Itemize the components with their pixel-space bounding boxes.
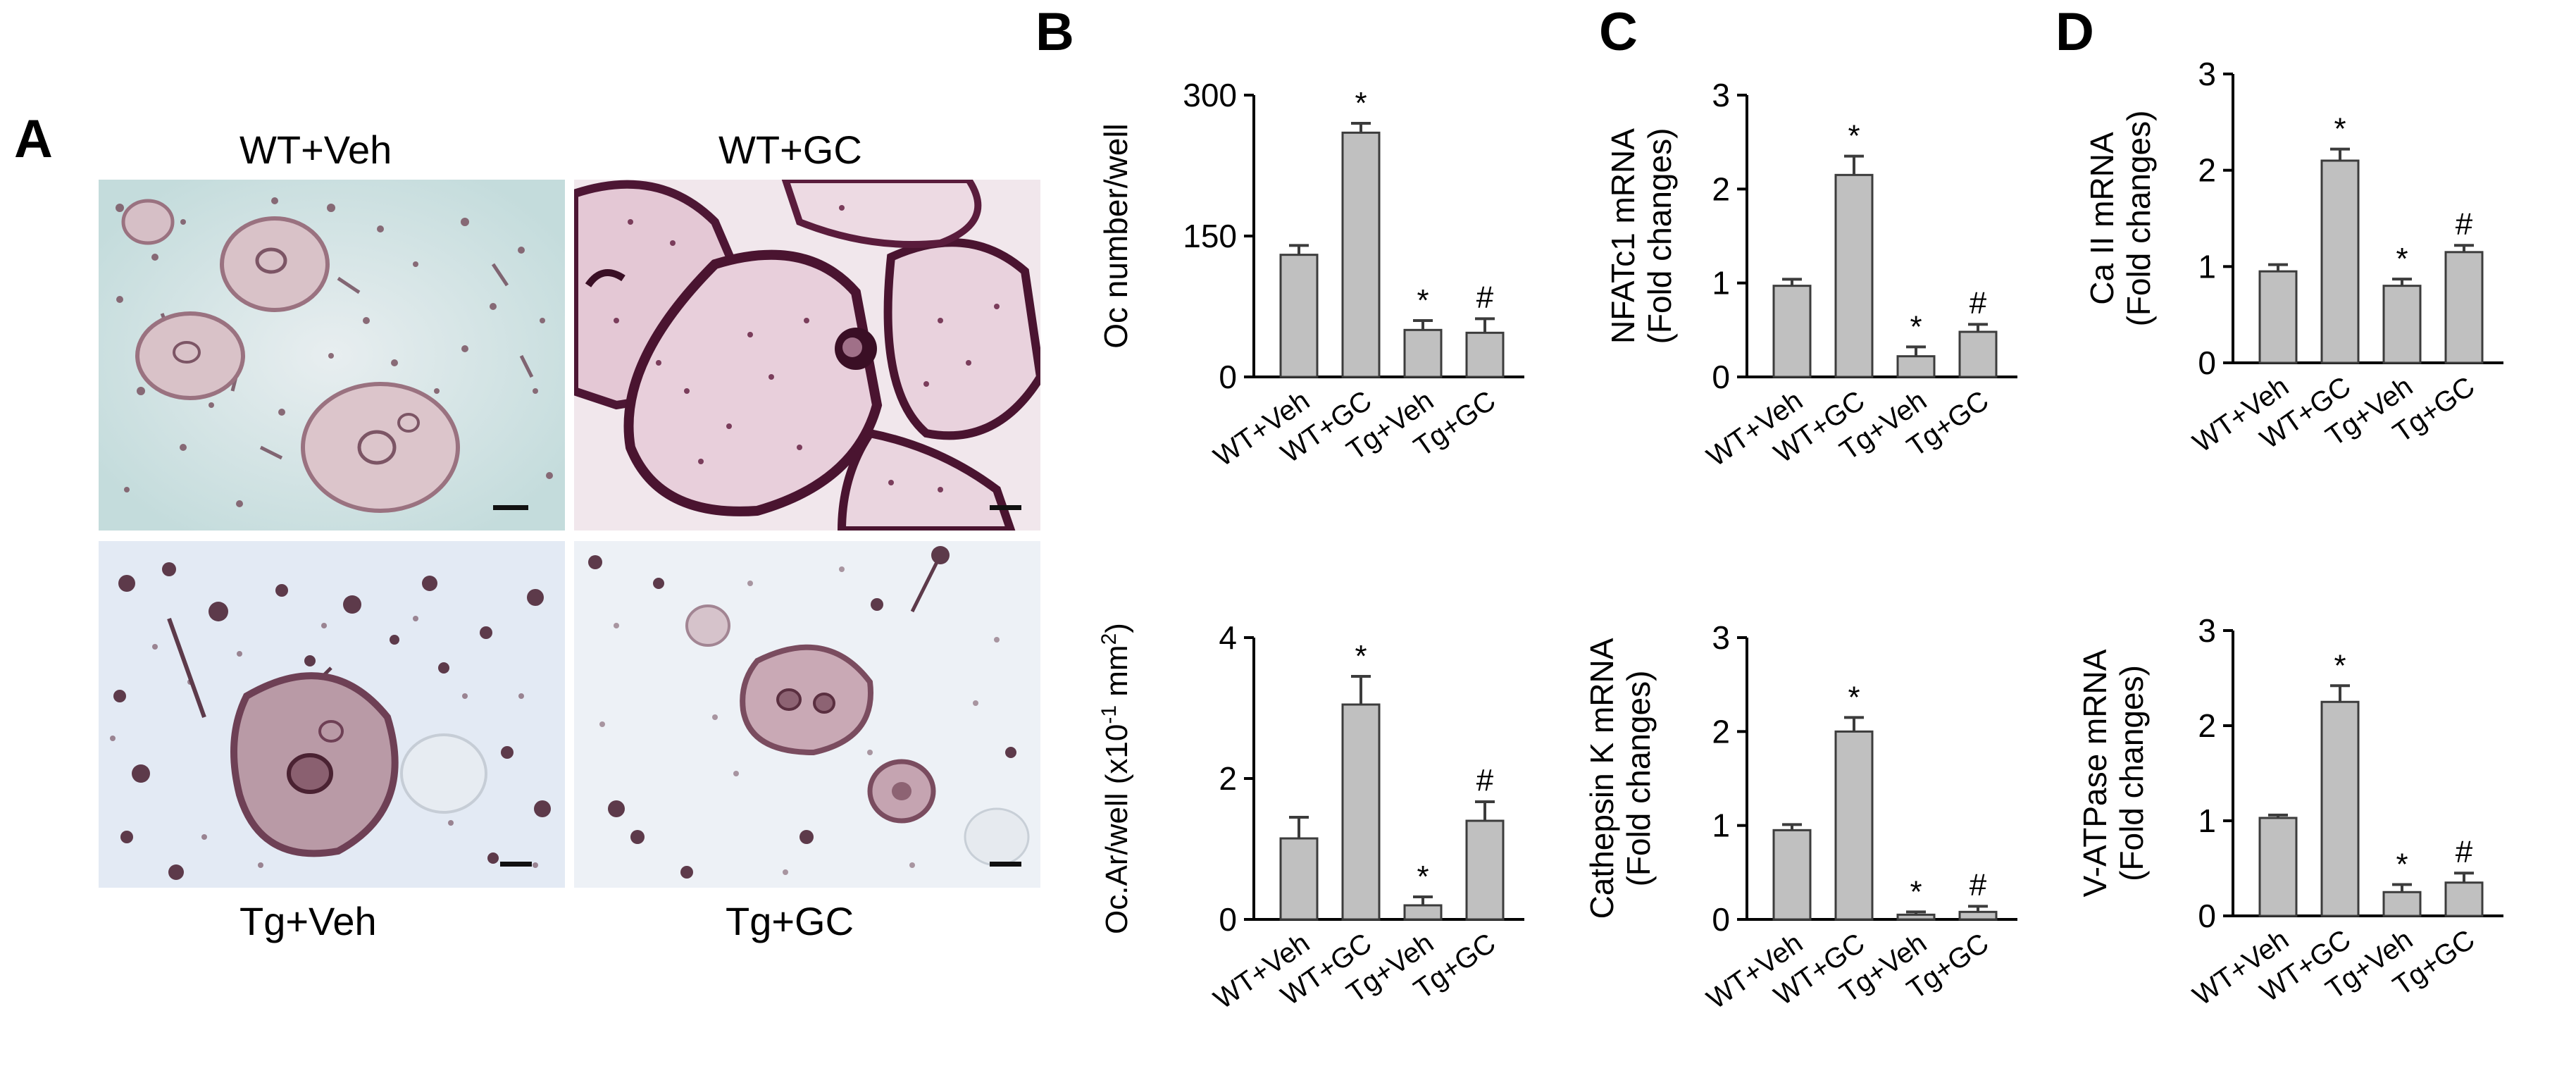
significance-star: * <box>2334 648 2346 683</box>
bar <box>1772 285 1812 378</box>
bar <box>2320 700 2360 917</box>
y-tick-label: 3 <box>2198 56 2216 92</box>
bar <box>1279 837 1319 921</box>
bar <box>1958 910 1998 921</box>
significance-star: * <box>1355 86 1367 120</box>
bar <box>1834 173 1874 378</box>
bar <box>1896 913 1936 921</box>
bar <box>1772 829 1812 921</box>
y-tick-label: 0 <box>1712 359 1730 395</box>
bar <box>2444 251 2484 364</box>
bar <box>2258 817 2298 917</box>
y-tick-label: 0 <box>1712 901 1730 938</box>
significance-star: * <box>1910 874 1922 909</box>
bar <box>1403 328 1443 378</box>
bar <box>1341 131 1381 378</box>
bar <box>1279 254 1319 378</box>
y-axis-label-part: Oc.Ar/well (x10 <box>1100 724 1134 934</box>
y-tick-label: 3 <box>1712 77 1730 113</box>
micrograph-label-wt-veh: WT+Veh <box>239 128 392 172</box>
bar <box>2320 159 2360 364</box>
y-tick-label: 1 <box>2198 248 2216 285</box>
y-axis-label: V-ATPase mRNA <box>2077 649 2113 897</box>
significance-star: * <box>2396 242 2408 276</box>
y-axis-label-superscript: 2 <box>1097 633 1121 645</box>
panel-letter-c: C <box>1599 2 1638 62</box>
y-axis-label-line2: (Fold changes) <box>2113 665 2150 881</box>
significance-hash: # <box>1970 867 1987 902</box>
bar <box>1896 355 1936 378</box>
y-tick-label: 0 <box>1219 359 1237 395</box>
bar <box>2382 285 2422 364</box>
y-tick-label: 0 <box>1219 901 1237 938</box>
y-axis-label: NFATc1 mRNA <box>1605 128 1641 344</box>
y-tick-label: 2 <box>1712 713 1730 750</box>
micrograph-label-wt-gc: WT+GC <box>718 128 862 172</box>
bar <box>1834 730 1874 921</box>
y-tick-label: 3 <box>2198 612 2216 649</box>
significance-star: * <box>1848 680 1860 714</box>
micrograph-wt-gc <box>574 180 1040 531</box>
significance-star: * <box>1355 639 1367 674</box>
y-tick-label: 2 <box>1219 760 1237 797</box>
significance-hash: # <box>1970 285 1987 320</box>
y-tick-label: 1 <box>2198 802 2216 839</box>
y-tick-label: 300 <box>1183 77 1237 113</box>
y-tick-label: 2 <box>2198 152 2216 189</box>
micrograph-tg-gc <box>574 541 1040 888</box>
bar <box>1465 819 1505 921</box>
y-axis-label: Oc number/well <box>1097 123 1134 349</box>
significance-star: * <box>1848 119 1860 154</box>
micrograph-label-tg-veh: Tg+Veh <box>239 899 377 943</box>
significance-star: * <box>2334 112 2346 147</box>
significance-star: * <box>1910 309 1922 344</box>
panel-letter-d: D <box>2055 2 2094 62</box>
y-axis-label: Cathepsin K mRNA <box>1583 638 1620 919</box>
panel-letter-b: B <box>1035 2 1074 62</box>
significance-star: * <box>1417 860 1429 894</box>
y-axis-label: Oc.Ar/well (x10-1 mm2) <box>1097 623 1135 934</box>
y-tick-label: 4 <box>1219 619 1237 656</box>
bar <box>1465 331 1505 378</box>
y-tick-label: 0 <box>2198 898 2216 934</box>
significance-star: * <box>2396 847 2408 881</box>
y-axis-label-line2: (Fold changes) <box>1620 671 1657 887</box>
bar <box>1958 330 1998 378</box>
y-axis-label-part: ) <box>1100 623 1134 633</box>
bar <box>1341 703 1381 921</box>
y-tick-label: 2 <box>1712 170 1730 207</box>
y-axis-label-part: mm <box>1100 645 1134 705</box>
y-tick-label: 0 <box>2198 345 2216 381</box>
y-tick-label: 1 <box>1712 807 1730 844</box>
y-tick-label: 2 <box>2198 707 2216 744</box>
y-axis-label-superscript: -1 <box>1097 705 1121 724</box>
significance-hash: # <box>1476 280 1494 314</box>
significance-hash: # <box>2456 834 2473 869</box>
panel-letter-a: A <box>14 109 53 169</box>
bar <box>2444 881 2484 917</box>
y-axis-label: Ca II mRNA <box>2084 132 2120 305</box>
micrograph-wt-veh <box>99 180 565 531</box>
y-axis-label-line2: (Fold changes) <box>1641 128 1678 345</box>
y-tick-label: 1 <box>1712 265 1730 302</box>
micrograph-label-tg-gc: Tg+GC <box>726 899 854 943</box>
significance-hash: # <box>2456 206 2473 241</box>
bar <box>1403 904 1443 921</box>
significance-star: * <box>1417 283 1429 318</box>
y-axis-label-line2: (Fold changes) <box>2120 111 2157 327</box>
micrograph-tg-veh <box>99 541 565 888</box>
y-tick-label: 150 <box>1183 218 1237 254</box>
bar <box>2382 891 2422 917</box>
significance-hash: # <box>1476 763 1494 798</box>
y-tick-label: 3 <box>1712 619 1730 656</box>
bar <box>2258 270 2298 364</box>
